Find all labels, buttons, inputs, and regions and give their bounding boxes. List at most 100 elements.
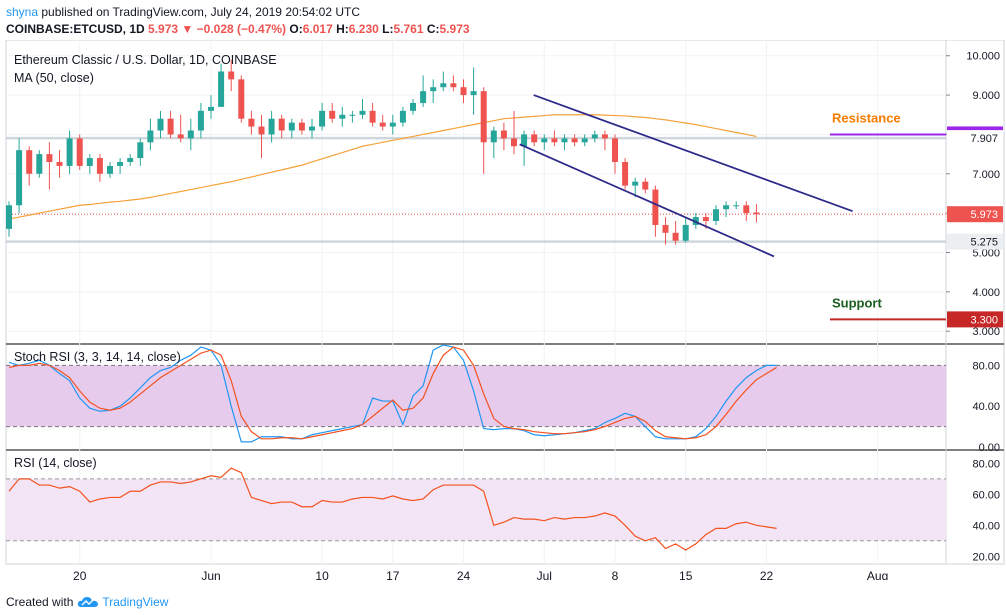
candle-body: [389, 122, 396, 127]
tradingview-cloud-icon: [78, 597, 99, 607]
change-arrow-icon: ▼: [181, 22, 194, 36]
open-value: 6.017: [302, 22, 333, 36]
published-text: published on TradingView.com, July 24, 2…: [41, 5, 361, 19]
candle-body: [218, 71, 225, 107]
candle-body: [339, 114, 346, 119]
candle-body: [420, 91, 427, 103]
candle-body: [238, 79, 245, 119]
candle-body: [117, 161, 124, 166]
last-price-label: 5.973: [970, 209, 998, 221]
rsi-band: [6, 478, 946, 541]
x-axis-tick-label: 24: [457, 569, 471, 580]
support-price-label-bg: [947, 311, 1003, 328]
candle-body: [500, 130, 507, 139]
chart-area[interactable]: 20Jun101724Jul81522Aug10.0009.0008.0007.…: [0, 40, 1006, 580]
candle-body: [248, 118, 255, 127]
candle-body: [359, 110, 366, 115]
stoch-y-tick-label: 80.00: [972, 360, 1000, 372]
lower-level-price-label-bg: [947, 233, 1003, 250]
x-axis-tick-label: 10: [315, 569, 329, 580]
x-axis-tick-label: Jul: [537, 569, 552, 580]
y-axis-tick-label: 3.000: [972, 326, 1000, 338]
channel-lower-line: [519, 143, 775, 258]
candle-body: [349, 114, 356, 116]
candle-body: [551, 138, 558, 143]
candle-body: [167, 118, 174, 135]
candle-body: [531, 134, 538, 143]
x-axis-tick-label: Jun: [201, 569, 220, 580]
candle-body: [713, 209, 719, 222]
x-axis-tick-label: 15: [679, 569, 693, 580]
tradingview-brand-text: TradingView: [102, 595, 169, 609]
candle-body: [6, 205, 12, 229]
x-axis-tick-label: Aug: [867, 569, 888, 580]
support-price-label: 3.300: [970, 314, 998, 326]
candle-body: [541, 138, 548, 143]
candle-body: [36, 154, 43, 174]
upper-level-price-label-bg: [947, 130, 1003, 147]
candle-body: [309, 126, 315, 131]
footer: Created with TradingView: [6, 595, 168, 609]
stoch-band: [6, 365, 946, 427]
lower-level-price-label: 5.275: [970, 237, 998, 249]
x-axis-tick-label: 8: [612, 569, 619, 580]
channel-upper-line: [533, 94, 853, 213]
candle-body: [652, 189, 659, 225]
symbol-line: COINBASE:ETCUSD, 1D 5.973 ▼ −0.028 (−0.4…: [6, 22, 470, 36]
candle-body: [581, 138, 588, 143]
candle-body: [258, 126, 265, 135]
candle-body: [521, 134, 528, 147]
candle-body: [702, 217, 709, 222]
candle-body: [672, 232, 679, 241]
low-value: 5.761: [393, 22, 424, 36]
candle-body: [450, 83, 457, 88]
candle-body: [460, 87, 467, 96]
candle-body: [642, 181, 649, 190]
candle-body: [369, 110, 376, 123]
moving-average-label: MA (50, close): [14, 71, 94, 85]
candle-body: [440, 83, 447, 88]
stoch-y-tick-label: 40.00: [972, 401, 1000, 413]
candle-body: [601, 134, 608, 139]
candle-body: [733, 205, 740, 207]
candle-body: [76, 138, 83, 166]
candle-body: [288, 122, 295, 131]
x-axis-tick-label: 20: [73, 569, 87, 580]
tradingview-logo[interactable]: TradingView: [77, 595, 168, 609]
candle-body: [147, 130, 154, 143]
x-axis-tick-label: 17: [386, 569, 400, 580]
candle-body: [743, 205, 750, 214]
candle-body: [16, 150, 23, 206]
candle-body: [612, 138, 618, 162]
candle-body: [56, 161, 63, 166]
candle-body: [723, 205, 730, 210]
rsi-line: [8, 467, 777, 551]
symbol-name: COINBASE:ETCUSD, 1D: [6, 22, 145, 36]
candle-body: [107, 165, 113, 174]
candle-body: [430, 87, 437, 92]
last-price-label-bg: [947, 206, 1003, 223]
candle-body: [480, 91, 487, 143]
candle-body: [571, 138, 578, 143]
rsi-title: RSI (14, close): [14, 456, 97, 470]
author-name[interactable]: shyna: [6, 5, 39, 19]
candle-body: [622, 161, 629, 186]
candle-body: [399, 110, 406, 123]
y-axis-tick-label: 10.000: [966, 51, 1000, 63]
candle-body: [298, 122, 305, 131]
y-axis-tick-label: 9.000: [972, 90, 1000, 102]
candle-body: [137, 142, 144, 159]
candle-body: [26, 150, 33, 174]
candle-body: [329, 110, 336, 119]
moving-average-line: [8, 114, 757, 220]
candle-body: [46, 154, 53, 162]
candle-body: [591, 134, 598, 139]
candle-body: [96, 158, 103, 174]
candle-body: [197, 110, 204, 131]
price-change: −0.028 (−0.47%): [196, 22, 287, 36]
candle-body: [268, 118, 275, 135]
candle-body: [278, 118, 285, 131]
candle-body: [177, 134, 184, 139]
rsi-y-tick-label: 20.00: [972, 551, 1000, 563]
candle-body: [561, 138, 568, 143]
